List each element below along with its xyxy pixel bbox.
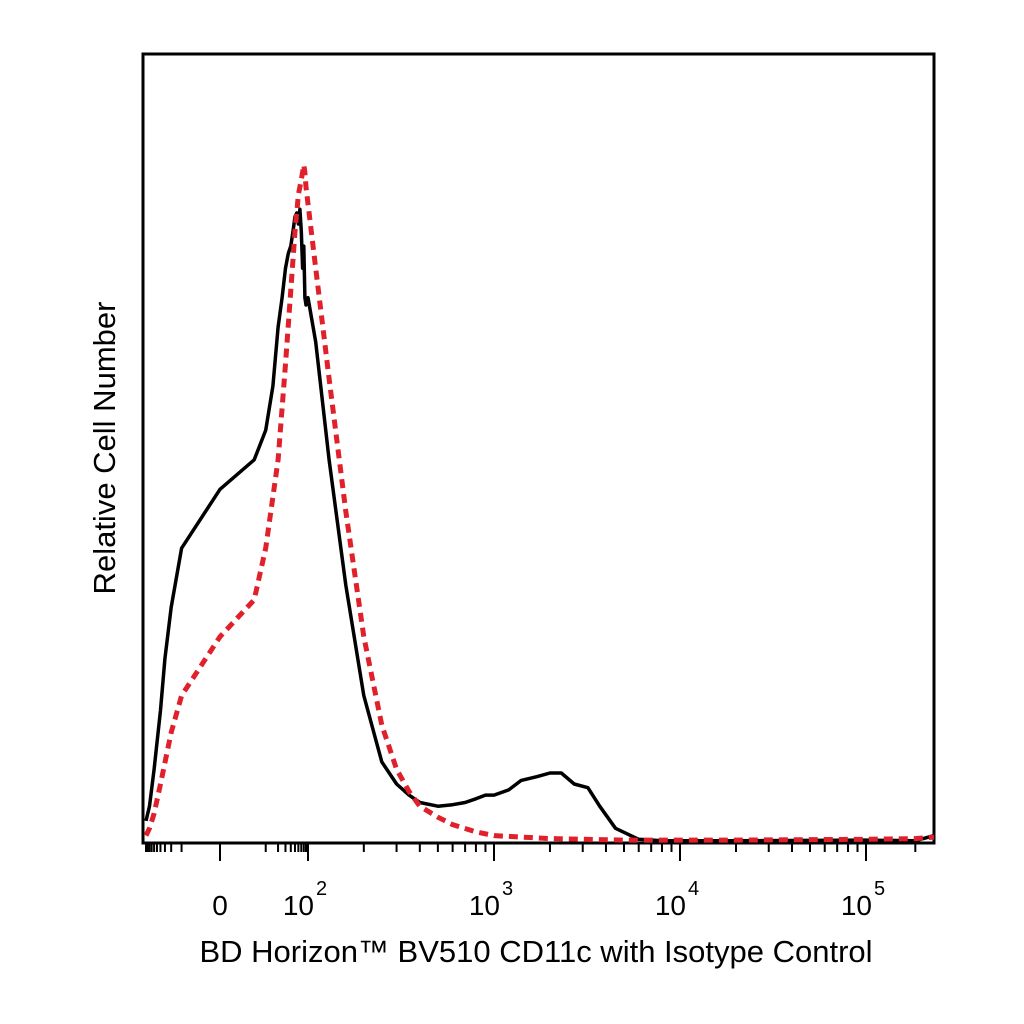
isotype-control-series-line xyxy=(143,162,935,843)
x-tick-exponent: 4 xyxy=(688,878,699,900)
x-tick-exponent: 3 xyxy=(502,878,513,900)
y-axis-title: Relative Cell Number xyxy=(87,302,122,595)
plot-frame xyxy=(141,52,936,845)
x-tick-label: 10 xyxy=(841,890,872,921)
x-tick-label: 10 xyxy=(655,890,686,921)
x-tick-label: 10 xyxy=(283,890,314,921)
x-tick-exponent: 5 xyxy=(874,878,885,900)
x-tick-exponent: 2 xyxy=(316,878,327,900)
x-tick-label: 0 xyxy=(212,890,228,921)
x-axis-title: BD Horizon™ BV510 CD11c with Isotype Con… xyxy=(199,934,872,969)
x-axis-ticks xyxy=(145,843,917,861)
series-group xyxy=(143,162,935,843)
x-tick-label: 10 xyxy=(469,890,500,921)
cd11c-series-line xyxy=(144,207,935,843)
